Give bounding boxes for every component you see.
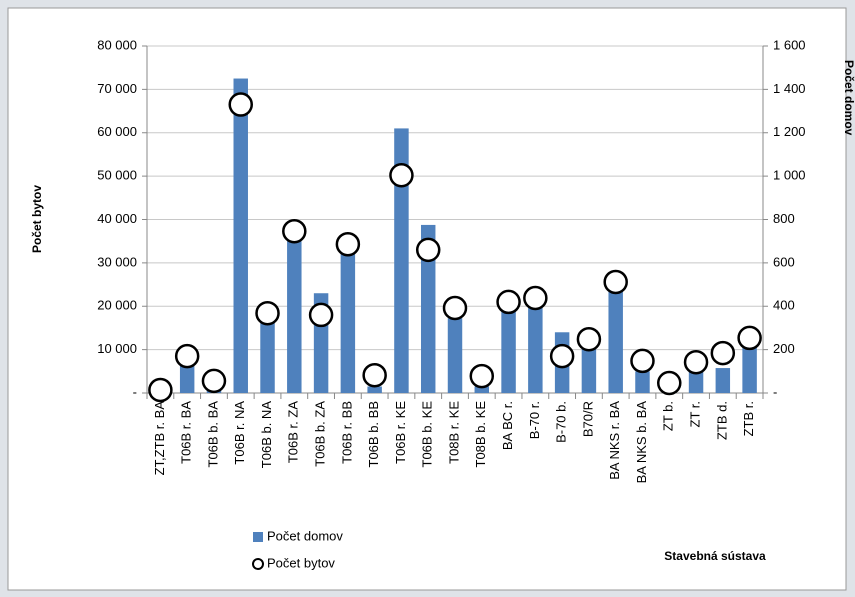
x-tick-label: T06B b. KE xyxy=(420,401,435,468)
bar xyxy=(287,241,302,393)
point xyxy=(255,300,280,326)
x-tick-label: B-70 b. xyxy=(554,401,569,443)
point xyxy=(683,349,709,375)
bar xyxy=(179,362,195,393)
bar xyxy=(688,371,704,393)
x-tick-label: ZTB r. xyxy=(741,401,756,436)
x-tick-label: BA BC r. xyxy=(500,401,515,450)
x-tick-label: ZTB d. xyxy=(714,401,729,440)
bar xyxy=(367,386,382,393)
y2-tick-label: 200 xyxy=(773,341,795,356)
bar xyxy=(394,128,409,393)
bar xyxy=(474,386,490,393)
bar xyxy=(715,368,731,393)
point xyxy=(469,363,495,389)
x-tick-label: T06B r. BB xyxy=(339,401,354,464)
bar xyxy=(742,347,757,393)
y-tick-label: 80 000 xyxy=(97,37,137,52)
point xyxy=(737,325,762,351)
x-axis-title: Stavebná sústava xyxy=(664,549,766,563)
point xyxy=(201,368,227,394)
bar xyxy=(447,318,463,393)
x-tick-label: T06B b. NA xyxy=(259,401,274,469)
bar xyxy=(340,249,356,393)
legend-swatch xyxy=(253,532,263,542)
x-tick-label: ZT r. xyxy=(687,401,702,427)
point xyxy=(308,302,334,328)
point xyxy=(389,163,414,188)
x-tick-label: B-70 r. xyxy=(527,401,542,439)
point xyxy=(549,343,575,369)
point xyxy=(442,295,468,321)
y-tick-label: 60 000 xyxy=(97,124,137,139)
point xyxy=(335,231,361,257)
y2-tick-label: 1 600 xyxy=(773,37,806,52)
y2-tick-label: 1 200 xyxy=(773,124,806,139)
x-tick-label: T06B b. BA xyxy=(205,401,220,468)
y2-tick-label: 400 xyxy=(773,298,795,313)
y2-axis-title: Počet domov xyxy=(842,60,855,136)
x-tick-label: T06B b. BB xyxy=(366,401,381,467)
x-tick-label: T08B b. KE xyxy=(473,401,488,468)
bar xyxy=(581,347,597,393)
bar xyxy=(501,310,516,393)
x-tick-label: ZT b. xyxy=(661,401,676,431)
y-tick-label: 70 000 xyxy=(97,81,137,96)
x-tick-label: T06B r. NA xyxy=(232,401,247,465)
point xyxy=(362,362,387,388)
legend-label: Počet domov xyxy=(267,528,343,543)
point xyxy=(415,237,441,263)
x-tick-label: T06B b. ZA xyxy=(313,401,328,467)
bar xyxy=(420,224,436,393)
point xyxy=(148,377,173,403)
bar xyxy=(608,286,623,393)
point xyxy=(282,218,307,244)
x-tick-label: BA NKS r. BA xyxy=(607,401,622,480)
point xyxy=(496,289,521,315)
point xyxy=(657,370,682,396)
x-tick-label: B70/R xyxy=(580,401,595,437)
point xyxy=(710,340,736,366)
point xyxy=(523,285,548,311)
point xyxy=(630,348,655,374)
x-tick-label: T06B r. ZA xyxy=(286,401,301,463)
y-tick-label: - xyxy=(133,384,137,399)
y-tick-label: 50 000 xyxy=(97,168,137,183)
point xyxy=(174,343,200,369)
y2-tick-label: 800 xyxy=(773,211,795,226)
bar xyxy=(635,371,650,393)
x-tick-label: T06B r. KE xyxy=(393,401,408,464)
y-tick-label: 40 000 xyxy=(97,211,137,226)
x-tick-label: ZT,ZTB r. BA xyxy=(152,401,167,476)
x-tick-label: T06B r. BA xyxy=(179,401,194,464)
y2-tick-label: - xyxy=(773,384,777,399)
y-tick-label: 10 000 xyxy=(97,341,137,356)
y2-tick-label: 1 000 xyxy=(773,168,806,183)
bar xyxy=(528,306,543,393)
y2-tick-label: 1 400 xyxy=(773,81,806,96)
y2-tick-label: 600 xyxy=(773,254,795,269)
x-tick-label: BA NKS b. BA xyxy=(634,401,649,484)
bar xyxy=(233,78,248,393)
x-tick-label: T08B r. KE xyxy=(446,401,461,464)
legend-label: Počet bytov xyxy=(267,555,335,570)
y-tick-label: 20 000 xyxy=(97,298,137,313)
point xyxy=(576,326,602,352)
y-tick-label: 30 000 xyxy=(97,254,137,269)
point xyxy=(603,269,628,295)
bar xyxy=(260,319,275,393)
y-axis-title: Počet bytov xyxy=(30,185,44,253)
legend-swatch xyxy=(252,558,264,570)
point xyxy=(228,92,253,117)
